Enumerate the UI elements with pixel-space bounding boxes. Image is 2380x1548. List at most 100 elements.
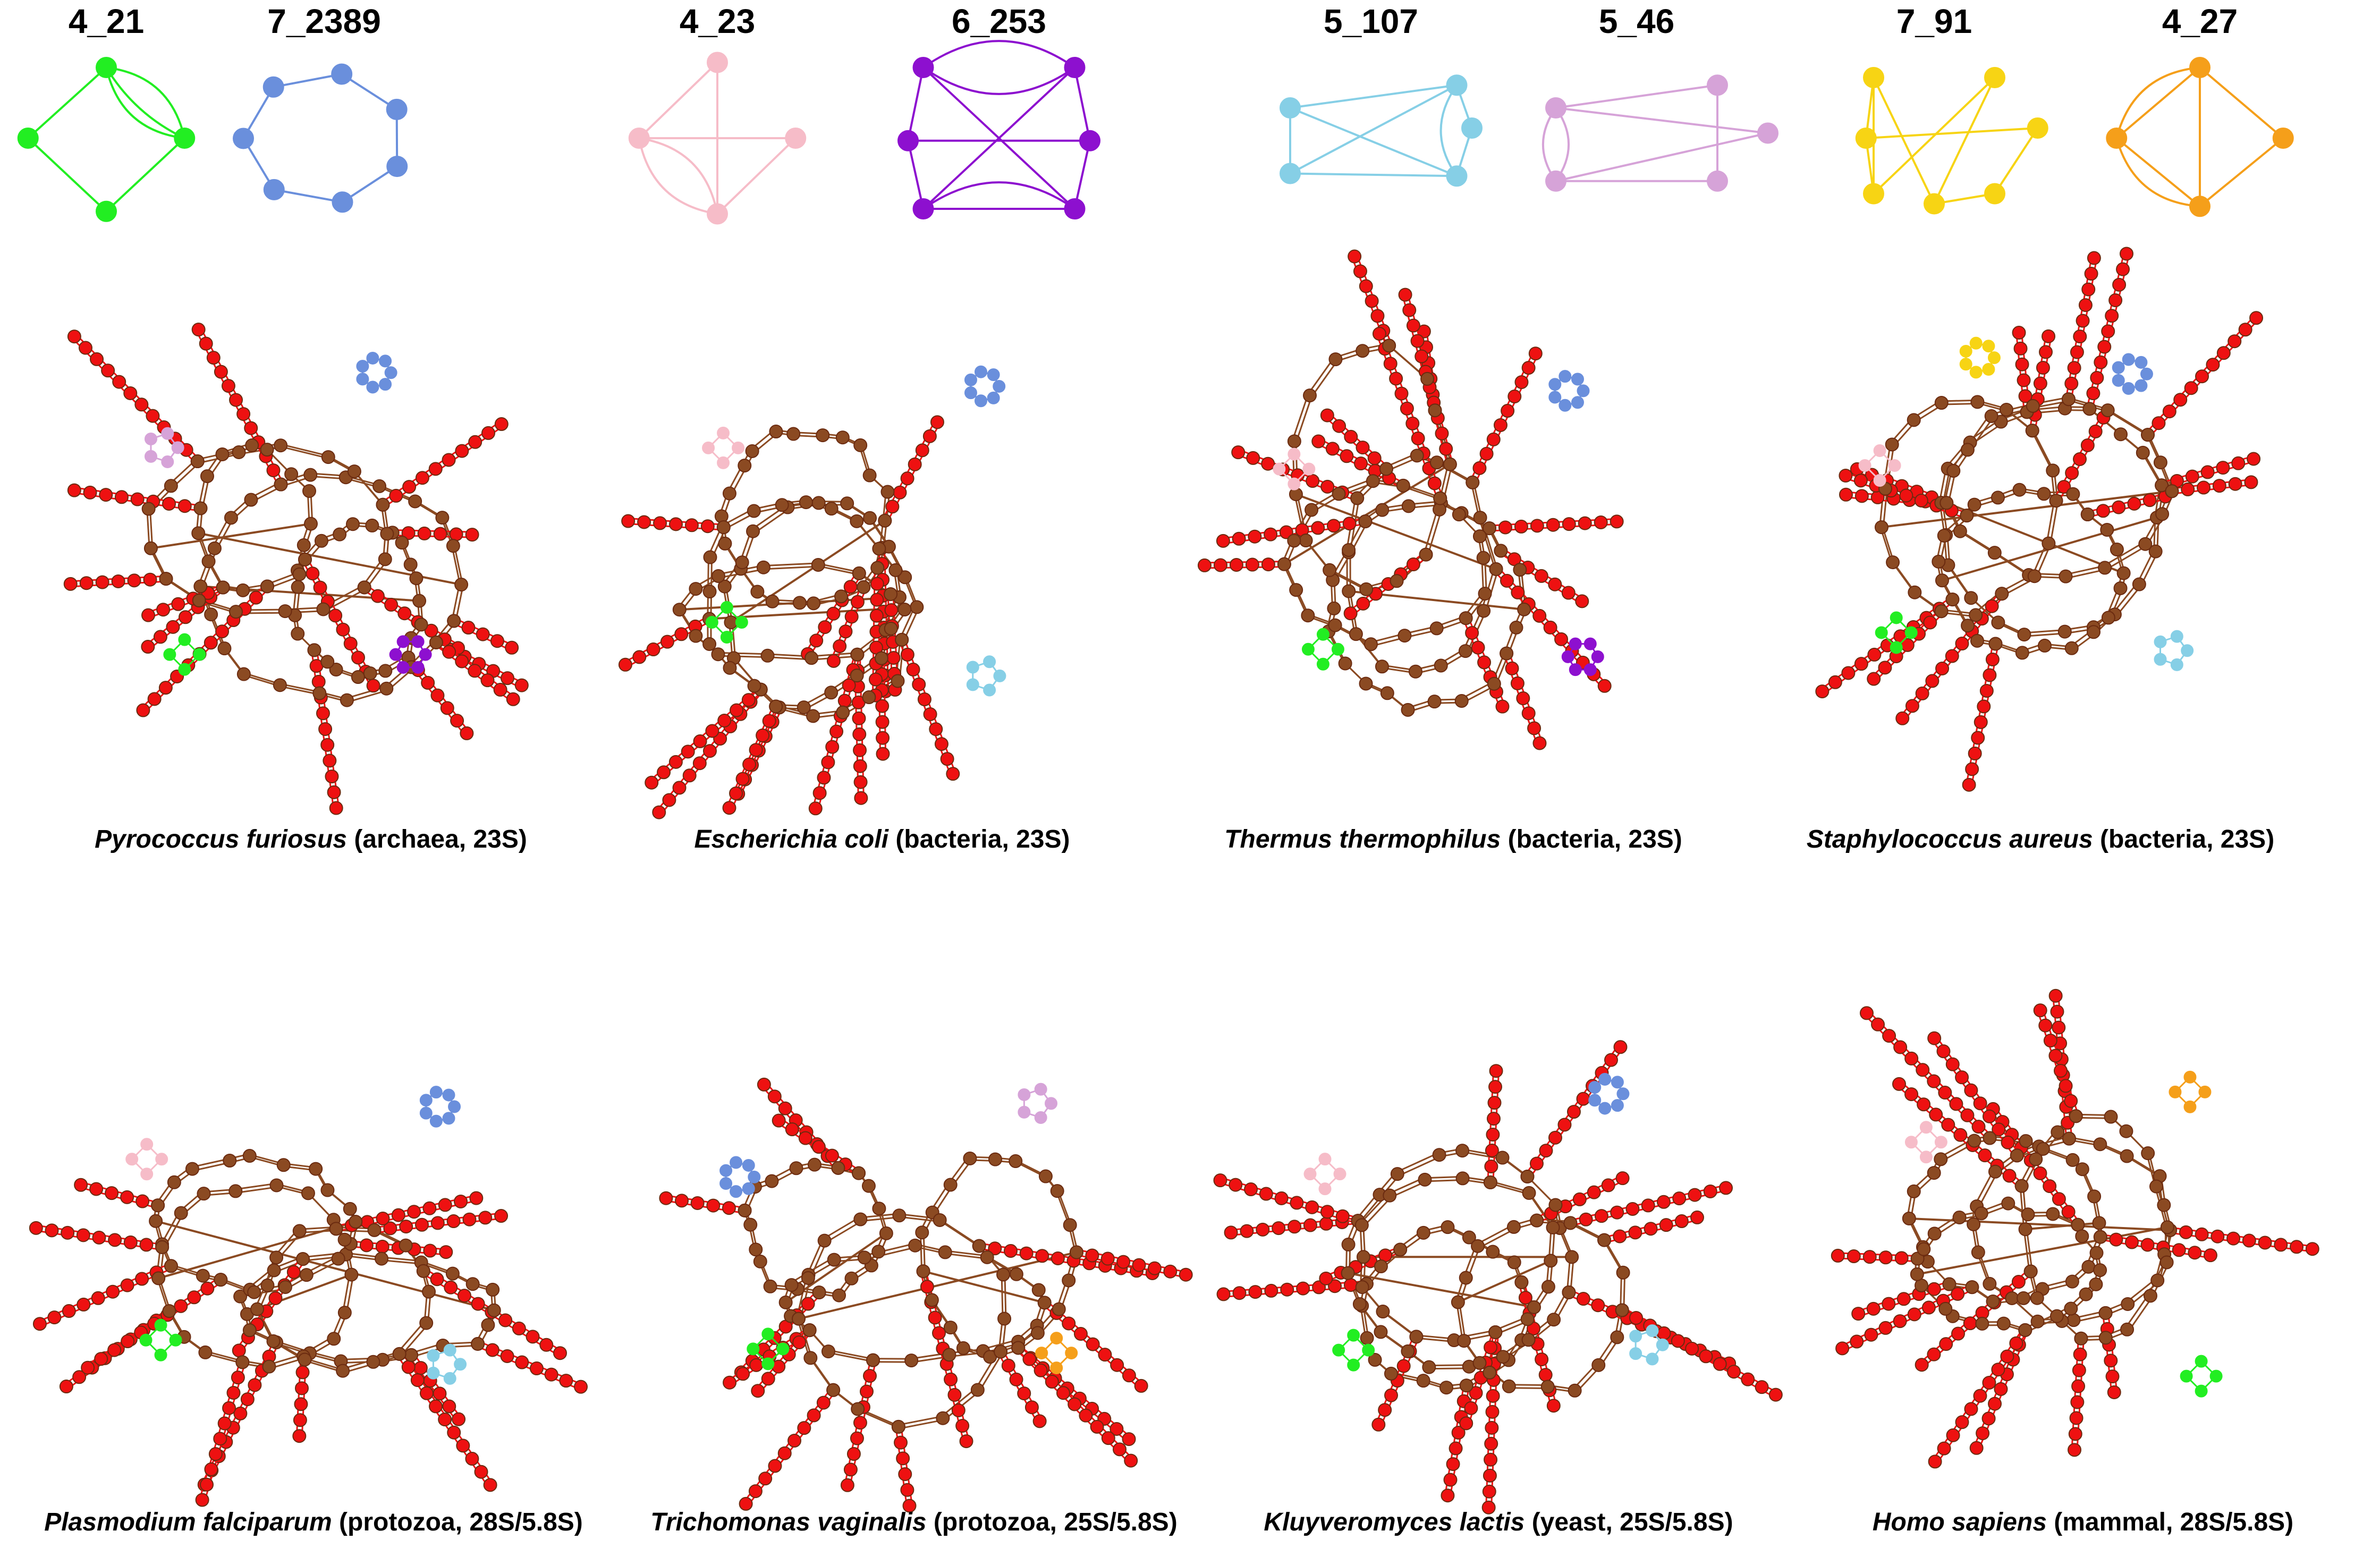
helix-node bbox=[141, 640, 155, 654]
helix-node bbox=[433, 527, 447, 541]
loop-node bbox=[307, 643, 321, 657]
motif-instance-4_21 bbox=[163, 633, 206, 676]
loop-node bbox=[1995, 587, 2009, 601]
helix-node bbox=[928, 1310, 942, 1325]
helix-node bbox=[876, 747, 890, 761]
motif-node bbox=[1064, 198, 1086, 219]
helix-node bbox=[1090, 1419, 1104, 1434]
loop-node bbox=[1939, 496, 1954, 510]
loop-node bbox=[878, 513, 892, 528]
motif-instance-node bbox=[1045, 1097, 1058, 1110]
helix-node bbox=[1486, 432, 1501, 446]
helix-node bbox=[1495, 699, 1510, 714]
loop-node bbox=[717, 579, 732, 594]
motif-edge bbox=[2115, 66, 2200, 139]
helix-node bbox=[818, 620, 832, 635]
helix-node bbox=[493, 682, 507, 697]
loop-node bbox=[1396, 478, 1410, 493]
motif-instance-node bbox=[1890, 641, 1903, 654]
motif-node bbox=[1446, 74, 1468, 96]
helix-node bbox=[1024, 1400, 1039, 1415]
loop-node bbox=[309, 1162, 323, 1176]
loop-node bbox=[1960, 443, 1975, 457]
loop-node bbox=[892, 1208, 907, 1223]
loop-node bbox=[1382, 339, 1396, 353]
helix-node bbox=[837, 693, 852, 708]
helix-node bbox=[1507, 390, 1522, 404]
motif-instance-node bbox=[1034, 1111, 1047, 1124]
helix-node bbox=[1240, 1224, 1254, 1238]
helix-node bbox=[690, 1196, 705, 1210]
helix-node bbox=[1320, 479, 1335, 494]
helix-node bbox=[797, 1421, 811, 1435]
helix-node bbox=[798, 1131, 812, 1145]
helix-node bbox=[215, 624, 230, 639]
loop-node bbox=[884, 587, 898, 602]
helix-node bbox=[1488, 1080, 1503, 1094]
helix-node bbox=[77, 1297, 91, 1312]
helix-node bbox=[414, 1217, 429, 1232]
loop-node bbox=[850, 669, 864, 683]
loop-node bbox=[327, 1332, 341, 1346]
motif-instance-node bbox=[125, 1153, 139, 1166]
loop-node bbox=[260, 443, 274, 457]
motif-instance-node bbox=[1548, 378, 1562, 391]
helix-node bbox=[351, 650, 366, 665]
backbone-edge bbox=[155, 1220, 495, 1312]
loop-node bbox=[1970, 395, 1985, 409]
helix-node bbox=[1878, 1321, 1893, 1335]
helix-node bbox=[1410, 334, 1425, 348]
loop-node bbox=[916, 1264, 930, 1279]
motif-instance-7_2389 bbox=[2112, 353, 2153, 395]
loop-node bbox=[831, 1161, 845, 1175]
helix-node bbox=[107, 1343, 122, 1357]
helix-node bbox=[843, 1462, 858, 1477]
motif-instance-node bbox=[1050, 1332, 1063, 1345]
loop-node bbox=[745, 444, 759, 458]
helix-node bbox=[757, 1077, 771, 1092]
helix-node bbox=[959, 1434, 973, 1449]
helix-node bbox=[741, 693, 756, 707]
loop-node bbox=[1416, 1374, 1430, 1388]
helix-node bbox=[2033, 376, 2047, 391]
helix-node bbox=[1484, 1436, 1498, 1451]
helix-node bbox=[756, 728, 770, 742]
helix-node bbox=[1224, 1225, 1238, 1240]
helix-node bbox=[1713, 1357, 1727, 1371]
loop-node bbox=[792, 1312, 806, 1326]
loop-node bbox=[824, 502, 838, 516]
loop-node bbox=[817, 1233, 832, 1248]
loop-node bbox=[863, 511, 877, 525]
motif-5_46: 5_46 bbox=[1542, 2, 1778, 192]
motif-instance-node bbox=[1018, 1088, 1031, 1101]
motif-edge bbox=[1555, 107, 1570, 182]
helix-node bbox=[1274, 1191, 1289, 1205]
helix-node bbox=[430, 1216, 445, 1230]
helix-node bbox=[1511, 585, 1525, 599]
helix-node bbox=[1068, 1397, 1082, 1411]
loop-node bbox=[1544, 1254, 1558, 1268]
helix-node bbox=[2142, 493, 2157, 507]
helix-node bbox=[1441, 1488, 1455, 1503]
loop-node bbox=[1379, 462, 1393, 476]
helix-node bbox=[1657, 1326, 1671, 1340]
helix-node bbox=[419, 1386, 434, 1400]
loop-node bbox=[980, 1250, 994, 1264]
helix-node bbox=[1572, 1192, 1587, 1206]
motif-edge bbox=[1555, 132, 1768, 182]
helix-node bbox=[120, 1278, 134, 1292]
loop-node bbox=[857, 580, 871, 594]
motif-7_91: 7_91 bbox=[1855, 2, 2048, 215]
helix-node bbox=[645, 775, 659, 790]
loop-node bbox=[295, 1252, 310, 1266]
backbone-edge bbox=[1917, 1226, 2168, 1275]
loop-node bbox=[2012, 483, 2027, 497]
loop-node bbox=[207, 541, 222, 555]
loop-node bbox=[419, 1316, 434, 1330]
helix-node bbox=[951, 1403, 965, 1417]
motif-edge bbox=[27, 66, 107, 139]
helix-node bbox=[468, 435, 482, 449]
helix-node bbox=[471, 1297, 485, 1311]
motif-edge bbox=[1290, 84, 1458, 175]
helix-node bbox=[1597, 679, 1612, 693]
